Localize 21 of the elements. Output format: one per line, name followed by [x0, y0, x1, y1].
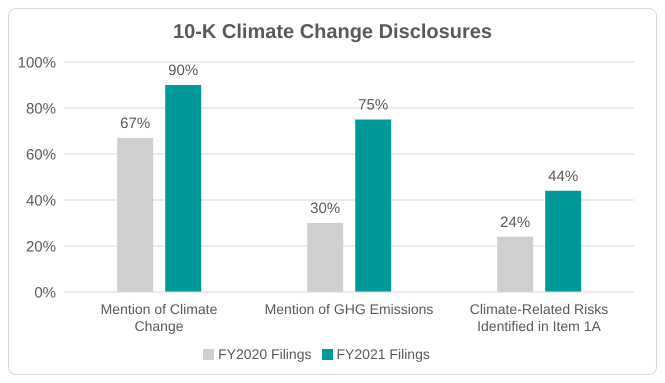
chart-title: 10-K Climate Change Disclosures: [172, 21, 493, 44]
y-tick-label: 100%: [18, 54, 56, 72]
data-label: 24%: [500, 214, 530, 231]
data-label: 30%: [310, 200, 340, 217]
x-tick-label: Mention of GHG Emissions: [264, 301, 434, 317]
legend-label: FY2020 Filings: [218, 346, 312, 362]
y-tick-label: 80%: [26, 100, 56, 118]
bar: [165, 85, 202, 292]
data-label: 67%: [120, 114, 150, 132]
x-tick-label: Climate-Related Risks Identified in Item 1A: [470, 301, 608, 334]
bar: [355, 120, 392, 292]
bar: [545, 190, 582, 292]
y-tick-label: 0%: [34, 284, 56, 302]
y-tick-label: 60%: [26, 146, 56, 164]
data-label: 75%: [358, 96, 388, 114]
legend-label: FY2021 Filings: [336, 346, 430, 362]
data-label: 90%: [168, 62, 198, 79]
data-label: 44%: [548, 168, 578, 185]
y-tick-label: 40%: [26, 192, 56, 210]
y-tick-label: 20%: [26, 238, 56, 256]
x-tick-label: Mention of Climate Change: [100, 301, 218, 334]
